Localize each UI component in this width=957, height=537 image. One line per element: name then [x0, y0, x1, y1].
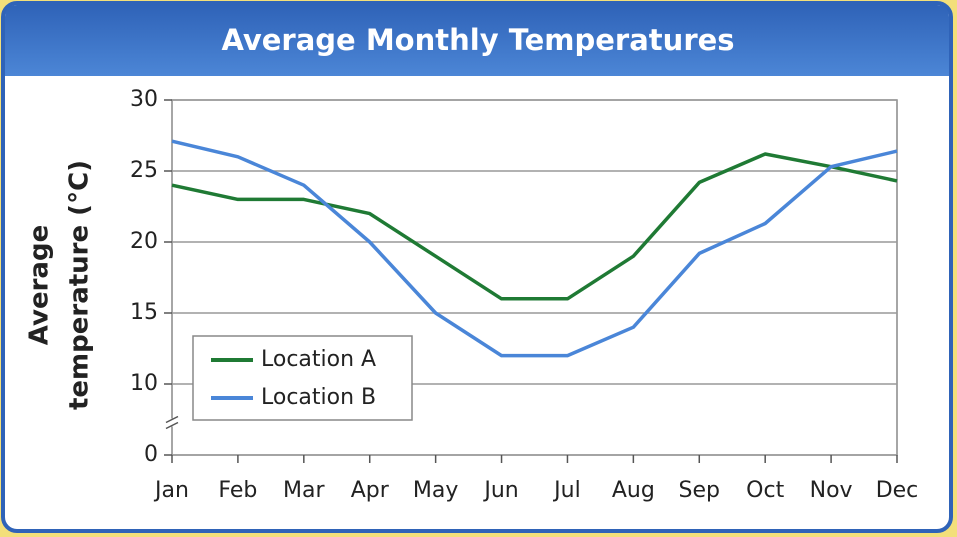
x-tick-label: Feb — [218, 478, 257, 503]
axis-break — [164, 418, 180, 427]
x-tick-label: Apr — [351, 478, 390, 503]
y-tick-label: 15 — [130, 300, 158, 325]
y-tick-label: 10 — [130, 371, 158, 396]
series-line — [171, 139, 898, 358]
legend-label: Location A — [261, 347, 376, 372]
series-line — [171, 152, 898, 301]
y-axis-label: temperature (°C) — [65, 160, 95, 410]
legend-label: Location B — [261, 385, 376, 410]
y-tick-label: 30 — [130, 87, 158, 112]
axis-break — [165, 421, 179, 430]
y-tick-label: 20 — [130, 229, 158, 254]
y-tick-label: 25 — [130, 158, 158, 183]
x-tick-label: Oct — [746, 478, 784, 503]
header — [5, 5, 949, 76]
x-tick-label: Nov — [810, 478, 853, 503]
x-tick-label: Dec — [876, 478, 919, 503]
x-tick-label: Sep — [679, 478, 720, 503]
axis-break — [165, 415, 179, 424]
x-tick-label: May — [413, 478, 458, 503]
y-axis-label: Average — [25, 225, 55, 345]
x-tick-label: Jan — [153, 478, 189, 503]
x-tick-label: Aug — [612, 478, 655, 503]
legend-box — [192, 335, 413, 421]
x-tick-label: Jun — [482, 478, 518, 503]
x-tick-label: Mar — [283, 478, 325, 503]
y-tick-label: 0 — [144, 442, 158, 467]
x-tick-label: Jul — [552, 478, 581, 503]
chart-title: Average Monthly Temperatures — [221, 23, 734, 57]
